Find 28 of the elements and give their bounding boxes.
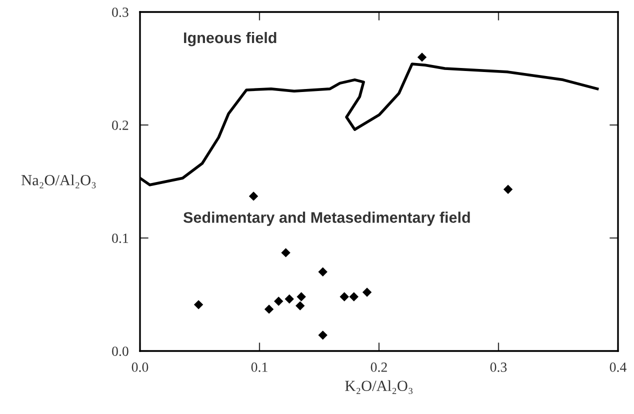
point [264,304,274,314]
point [349,292,359,302]
annotation: Igneous field [184,32,276,46]
x-tick-label: 0.2 [370,362,387,372]
y-tick-label: 0.1 [112,234,128,244]
x-tick-label: 0.4 [610,362,626,372]
point [318,330,328,340]
point [296,301,305,310]
y-tick-label: 0.2 [112,120,128,130]
point [340,292,349,302]
point [503,184,513,194]
x-tick-label: 0.3 [490,362,507,372]
point [417,52,427,62]
y-tick-label: 0.3 [112,8,128,18]
point [194,300,204,310]
point [284,294,294,304]
x-axis-title: K₂O/Al₂O₃ [345,380,413,394]
point [296,292,306,302]
x-tick-label: 0.0 [132,362,148,372]
point [318,267,328,277]
point [281,248,290,258]
point [248,192,258,201]
y-axis-title: Na₂O/Al₂O₃ [22,174,96,188]
x-tick-label: 0.1 [251,362,268,372]
point [274,296,284,306]
y-tick-label: 0.0 [112,346,128,356]
point [362,288,372,297]
annotation: Sedimentary and Metasedimentary field [183,212,470,226]
